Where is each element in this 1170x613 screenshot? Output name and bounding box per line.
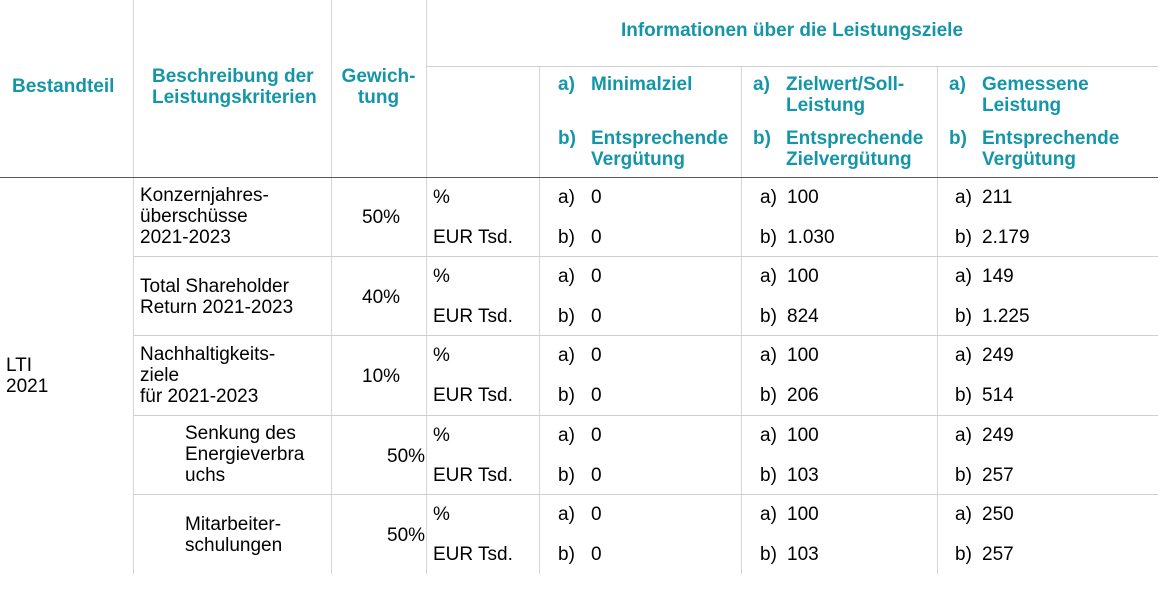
target-a: a) 100: [760, 504, 819, 525]
row-divider: [133, 415, 1158, 416]
col-divider: [426, 0, 427, 574]
col-divider: [539, 66, 540, 574]
unit-pct: %: [433, 266, 450, 287]
row-divider: [133, 494, 1158, 495]
row-desc: Total Shareholder Return 2021-2023: [140, 276, 294, 318]
unit-eur: EUR Tsd.: [433, 385, 513, 406]
target-b: b) 103: [760, 465, 819, 486]
row-weight: 40%: [362, 287, 401, 308]
header-col-target: a) Zielwert/Soll- Leistung b) Entsprechende…: [753, 74, 924, 170]
header-col-min: a) Minimalziel b) Entsprechende Vergütung: [558, 74, 729, 170]
header-bottom-line: [0, 177, 1158, 178]
measured-b: b) 257: [955, 544, 1014, 565]
col-divider: [741, 66, 742, 574]
measured-b: b) 257: [955, 465, 1014, 486]
row-desc: Mitarbeiter-schulungen: [185, 514, 283, 556]
header-info: Informationen über die Leistungsziele: [620, 20, 964, 41]
col-divider: [937, 66, 938, 574]
row-desc: Nachhaltigkeits-ziele für 2021-2023: [140, 344, 276, 407]
min-b: b) 0: [558, 385, 602, 406]
unit-pct: %: [433, 504, 450, 525]
target-a: a) 100: [760, 187, 819, 208]
min-b: b) 0: [558, 465, 602, 486]
measured-a: a) 250: [955, 504, 1014, 525]
row-desc: Senkung des Energieverbra uchs: [185, 423, 305, 486]
unit-eur: EUR Tsd.: [433, 227, 513, 248]
min-b: b) 0: [558, 227, 602, 248]
unit-pct: %: [433, 345, 450, 366]
measured-b: b) 2.179: [955, 227, 1030, 248]
row-divider: [133, 335, 1158, 336]
col-divider: [331, 0, 332, 574]
info-underline: [426, 66, 1158, 67]
measured-a: a) 249: [955, 425, 1014, 446]
target-b: b) 1.030: [760, 227, 835, 248]
target-b: b) 206: [760, 385, 819, 406]
measured-b: b) 1.225: [955, 306, 1030, 327]
row-weight: 50%: [387, 525, 426, 546]
header-bestandteil: Bestandteil: [12, 76, 115, 97]
min-a: a) 0: [558, 345, 602, 366]
min-a: a) 0: [558, 187, 602, 208]
header-gewichtung: Gewich- tung: [341, 66, 416, 108]
min-a: a) 0: [558, 266, 602, 287]
target-a: a) 100: [760, 266, 819, 287]
unit-eur: EUR Tsd.: [433, 544, 513, 565]
measured-a: a) 249: [955, 345, 1014, 366]
header-beschreibung: Beschreibung der Leistungskriterien: [152, 66, 317, 108]
unit-eur: EUR Tsd.: [433, 306, 513, 327]
unit-pct: %: [433, 187, 450, 208]
row-weight: 10%: [362, 366, 401, 387]
row-weight: 50%: [362, 207, 401, 228]
header-col-measured: a) Gemessene Leistung b) Entsprechende Vergü…: [949, 74, 1120, 170]
min-b: b) 0: [558, 306, 602, 327]
target-b: b) 824: [760, 306, 819, 327]
component-label: LTI 2021: [6, 355, 49, 397]
row-desc: Konzernjahres-überschüsse 2021-2023: [140, 185, 269, 248]
unit-pct: %: [433, 425, 450, 446]
target-a: a) 100: [760, 345, 819, 366]
measured-a: a) 211: [955, 187, 1013, 208]
unit-eur: EUR Tsd.: [433, 465, 513, 486]
min-a: a) 0: [558, 504, 602, 525]
min-a: a) 0: [558, 425, 602, 446]
min-b: b) 0: [558, 544, 602, 565]
row-weight: 50%: [387, 446, 426, 467]
target-a: a) 100: [760, 425, 819, 446]
row-divider: [133, 256, 1158, 257]
measured-b: b) 514: [955, 385, 1014, 406]
col-divider: [133, 0, 134, 574]
target-b: b) 103: [760, 544, 819, 565]
measured-a: a) 149: [955, 266, 1014, 287]
